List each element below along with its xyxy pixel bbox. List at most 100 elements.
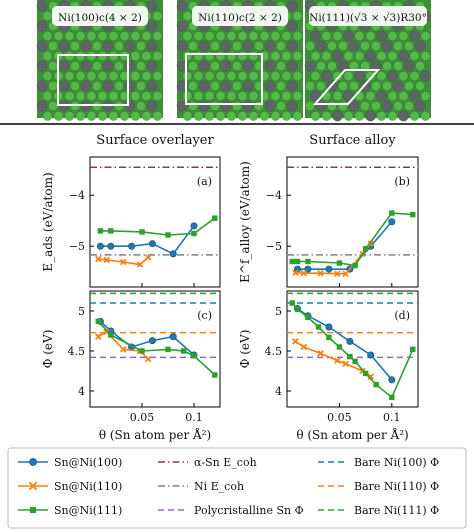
sn-atom (286, 0, 298, 12)
ni-atom (141, 31, 152, 41)
ni-atom (130, 31, 141, 41)
ni-atom (75, 91, 86, 101)
sn-atom (102, 60, 114, 72)
ni-atom (152, 31, 163, 41)
data-point-stroke-b (120, 346, 127, 353)
ni-atom (354, 51, 365, 61)
sn-atom (58, 40, 70, 52)
surface-label-box (192, 6, 288, 26)
sn-atom (220, 100, 232, 112)
data-point (317, 269, 324, 277)
sn-atom (176, 0, 188, 12)
data-point-stroke-b (367, 373, 375, 380)
sn-atom (220, 80, 232, 92)
data-point (190, 222, 198, 230)
ni-atom (182, 11, 193, 21)
sn-atom (146, 40, 158, 52)
ni-atom (119, 31, 130, 41)
sn-atom (348, 100, 360, 112)
legend-label: Bare Ni(100) Φ (354, 456, 439, 469)
ni-atom (75, 111, 86, 121)
ni-atom (321, 51, 332, 61)
sn-atom (414, 100, 426, 112)
ni-atom (259, 31, 270, 41)
ni-atom (321, 31, 332, 41)
sn-atom (36, 0, 48, 12)
legend-label: Polycristalline Sn Φ (194, 504, 304, 517)
data-point-stroke-b (300, 269, 308, 277)
ni-atom (270, 31, 281, 41)
ni-atom (332, 91, 343, 101)
y-axis-label: E_ads (eV/atom) (41, 172, 55, 271)
sn-atom (420, 70, 431, 82)
legend: Sn@Ni(100) Sn@Ni(110) Sn@Ni(111) α-Sn E_coh… (7, 447, 467, 529)
ni-atom (327, 41, 337, 51)
ni-atom (387, 91, 398, 101)
sn-atom (176, 40, 188, 52)
ni-atom (108, 91, 119, 101)
y-axis-label: E^f_alloy (eV/atom) (238, 161, 252, 283)
ni-atom (398, 31, 409, 41)
data-point (103, 256, 110, 264)
ni-atom (281, 31, 292, 41)
surface-label-box (52, 6, 148, 26)
ni-atom (215, 71, 226, 81)
sn-atom (80, 40, 92, 52)
ni-atom (64, 111, 75, 121)
ni-atom (387, 111, 398, 121)
ni-atom (248, 51, 259, 61)
ni-atom (327, 101, 337, 111)
ni-atom (310, 111, 321, 121)
ni-atom (305, 81, 315, 91)
sn-atom (36, 80, 48, 92)
sn-atom (286, 80, 298, 92)
sn-atom (124, 40, 136, 52)
ni-atom (248, 71, 259, 81)
data-point (289, 258, 295, 265)
data-point (212, 372, 218, 378)
unit-cell-outline (312, 69, 381, 105)
data-point-stroke-b (120, 258, 127, 266)
data-point (108, 228, 114, 234)
sn-atom (198, 60, 210, 72)
surface-label: Ni(100)c(4 × 2) (58, 12, 142, 24)
chart-panel-c: 0.05 0.1 4 4.5 5 (c) θ (Sn atom per Å²) Φ (eV) (41, 290, 221, 442)
ni-atom (210, 61, 220, 71)
ni-atom (114, 41, 124, 51)
sn-atom (332, 110, 343, 122)
sn-atom (220, 40, 232, 52)
data-point-stroke-b (292, 269, 299, 276)
ni-atom (136, 41, 146, 51)
sn-atom (310, 30, 321, 42)
ni-atom (354, 31, 365, 41)
ni-atom (141, 71, 152, 81)
data-point (165, 232, 171, 238)
ni-atom (182, 71, 193, 81)
ni-atom (332, 31, 343, 41)
data-point (292, 269, 299, 276)
sn-atom (102, 40, 114, 52)
ni-atom (398, 71, 409, 81)
ni-atom (204, 51, 215, 61)
data-point (136, 261, 144, 268)
ni-atom (48, 101, 58, 111)
ni-atom (292, 111, 303, 121)
data-point-stroke-b (103, 256, 110, 264)
data-point-stroke-b (367, 240, 375, 247)
ni-atom (237, 111, 248, 121)
data-point (95, 318, 102, 325)
data-point (145, 355, 152, 363)
ni-atom (86, 71, 97, 81)
ni-atom (119, 71, 130, 81)
chart-panel-b: −4 −5 (b) Surface alloy E^f_alloy (eV/atom) (238, 133, 419, 288)
ni-atom (338, 41, 348, 51)
sn-atom (58, 60, 70, 72)
data-point (367, 240, 375, 247)
surface-label: Ni(111)(√3 × √3)R30° (309, 12, 427, 24)
ni-atom (210, 81, 220, 91)
data-point (139, 229, 145, 235)
ni-atom (188, 101, 198, 111)
sn-atom (264, 80, 276, 92)
data-point (139, 348, 145, 354)
